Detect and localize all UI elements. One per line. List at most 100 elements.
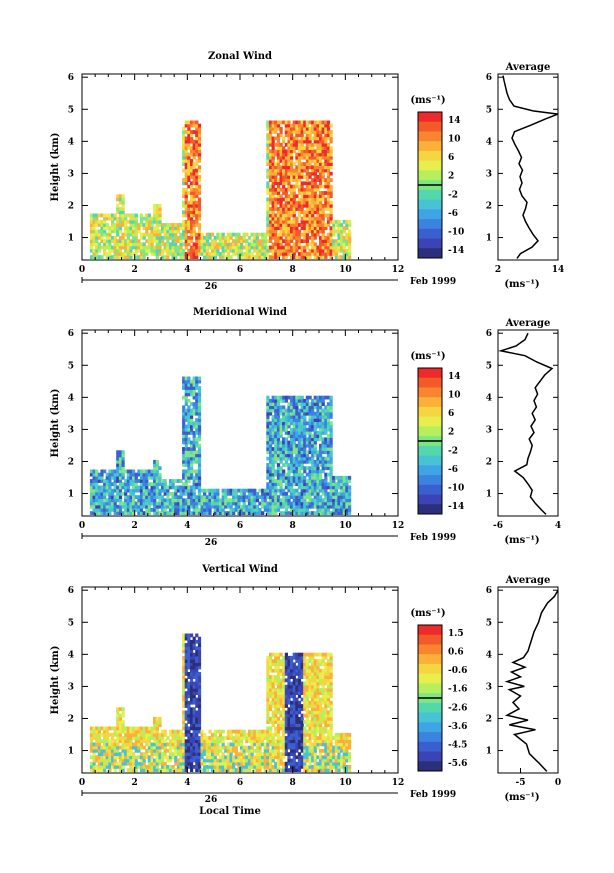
y-axis-label: Height (km) [50,646,61,715]
colorbar-tick-label: 10 [448,135,461,145]
colorbar-swatch [418,238,442,249]
x-tick-label: 6 [237,265,243,275]
colorbar-swatch [418,751,442,762]
colorbar-tick-label: 1.5 [448,629,464,639]
x-tick-label: 10 [339,265,352,275]
profile-y-tick-label: 2 [486,457,492,467]
profile-y-tick-label: 5 [486,105,492,115]
x-tick-label: 0 [79,265,85,275]
x-tick-label: 2 [132,778,138,788]
colorbar-tick-label: -2 [448,446,458,456]
colorbar-swatch [418,219,442,230]
profile-y-tick-label: 2 [486,714,492,724]
profile-line [502,75,559,259]
profile-y-tick-label: 6 [486,73,492,83]
colorbar-swatch [418,465,442,476]
colorbar-tick-label: -5.6 [448,759,467,769]
x-tick-label: 2 [132,265,138,275]
profile-y-tick-label: 6 [486,329,492,339]
colorbar-swatch [418,228,442,239]
y-tick-label: 4 [68,393,74,403]
x-tick-label: 12 [392,778,405,788]
profile-y-tick-label: 5 [486,361,492,371]
colorbar-swatch [418,170,442,181]
profile-x-tick-label: 2 [495,265,501,275]
colorbar-swatch [418,494,442,505]
colorbar-tick-label: -2.6 [448,703,467,713]
colorbar-tick-label: 14 [448,372,461,382]
profile-frame [497,586,559,774]
date-label: 26 [205,282,218,292]
month-label: Feb 1999 [410,790,456,800]
profile-frame [497,73,559,261]
colorbar-unit: (ms⁻¹) [410,95,445,106]
colorbar-tick-label: -0.6 [448,666,467,676]
heatmap-field [89,120,352,259]
chart-title: Meridional Wind [193,307,287,318]
x-tick-label: 4 [184,265,190,275]
colorbar-unit: (ms⁻¹) [410,608,445,619]
profile-x-tick-label: 0 [555,778,561,788]
colorbar-swatch [418,189,442,201]
colorbar-swatch [418,663,442,675]
profile-x-label: (ms⁻¹) [504,535,539,546]
colorbar-swatch [418,683,442,694]
x-tick-label: 10 [339,778,352,788]
colorbar-swatch [418,199,442,210]
profile-x-tick-label: 4 [555,521,561,531]
x-tick-label: 12 [392,521,405,531]
colorbar-swatch [418,406,442,418]
profile-y-tick-label: 4 [486,137,492,147]
profile-y-tick-label: 2 [486,201,492,211]
colorbar-tick-label: -10 [448,227,464,237]
y-tick-label: 6 [68,73,74,83]
colorbar-tick-label: 14 [448,116,461,126]
profile-y-tick-label: 3 [486,682,492,692]
profile-x-tick-label: -5 [516,778,526,788]
y-tick-label: 5 [68,105,74,115]
colorbar-tick-label: -6 [448,209,458,219]
y-tick-label: 4 [68,650,74,660]
y-tick-label: 3 [68,425,74,435]
chart-title: Zonal Wind [208,51,272,62]
colorbar-swatch [418,644,442,655]
month-label: Feb 1999 [410,277,456,287]
colorbar-swatch [418,377,442,388]
colorbar-tick-label: 2 [448,428,454,438]
colorbar-swatch [418,761,442,772]
x-tick-label: 0 [79,778,85,788]
profile-title: Average [505,62,551,73]
heatmap-field [89,633,352,772]
y-axis-label: Height (km) [50,389,61,458]
y-tick-label: 3 [68,682,74,692]
chart-title: Vertical Wind [201,564,278,575]
x-tick-label: 10 [339,521,352,531]
x-tick-label: 4 [184,521,190,531]
x-axis-label: Local Time [199,806,261,817]
colorbar-swatch [418,160,442,171]
colorbar-swatch [418,673,442,684]
colorbar-swatch [418,741,442,752]
profile-y-tick-label: 1 [486,234,492,244]
profile-y-tick-label: 3 [486,425,492,435]
x-tick-label: 4 [184,778,190,788]
y-tick-label: 5 [68,618,74,628]
colorbar-swatch [418,150,442,162]
y-tick-label: 6 [68,329,74,339]
profile-line [498,332,554,515]
profile-x-tick-label: -6 [493,521,503,531]
colorbar-tick-label: -10 [448,483,464,493]
colorbar-swatch [418,475,442,486]
colorbar-swatch [418,131,442,142]
profile-x-label: (ms⁻¹) [504,792,539,803]
colorbar-swatch [418,625,442,636]
colorbar-tick-label: -4.5 [448,740,467,750]
profile-y-tick-label: 1 [486,490,492,500]
colorbar-swatch [418,654,442,665]
colorbar-tick-label: 6 [448,409,454,419]
profile-x-tick-label: 14 [552,265,565,275]
profile-y-tick-label: 4 [486,650,492,660]
